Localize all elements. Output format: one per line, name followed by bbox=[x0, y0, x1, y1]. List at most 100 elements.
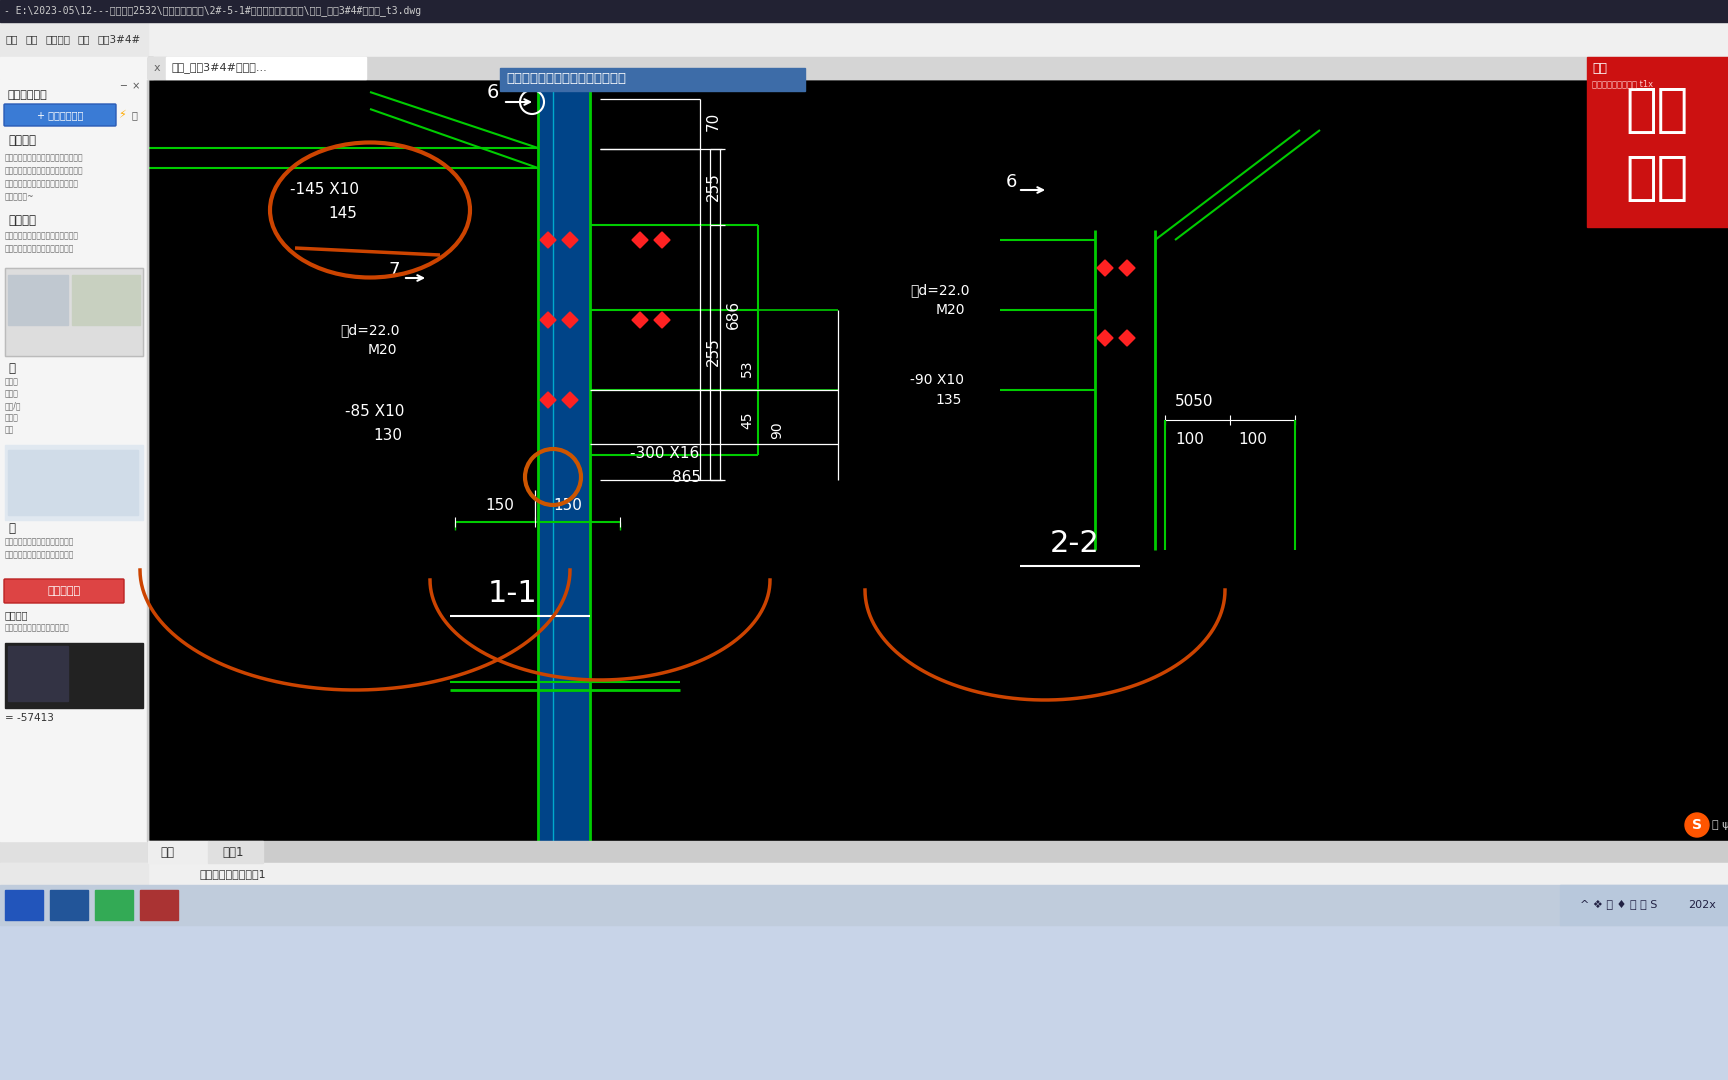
Text: 结构_精密3#4#竣工图...: 结构_精密3#4#竣工图... bbox=[173, 63, 268, 73]
Bar bbox=[9, 275, 67, 325]
Polygon shape bbox=[562, 392, 577, 408]
Bar bbox=[0, 57, 1728, 79]
Text: 快看云盘: 快看云盘 bbox=[9, 134, 36, 147]
Text: 注等各个平台，还可以分享图纸、标注: 注等各个平台，还可以分享图纸、标注 bbox=[5, 166, 83, 175]
Text: 53: 53 bbox=[740, 360, 753, 377]
Bar bbox=[149, 841, 207, 863]
Text: 孔d=22.0: 孔d=22.0 bbox=[340, 323, 399, 337]
Text: 造揽: 造揽 bbox=[1626, 84, 1688, 136]
Text: 标注管理: 标注管理 bbox=[9, 214, 36, 227]
Bar bbox=[0, 22, 149, 57]
Text: ^ ❖ 🔊 ♦ 🖥 中 S: ^ ❖ 🔊 ♦ 🖥 中 S bbox=[1579, 900, 1657, 910]
Bar bbox=[95, 890, 133, 920]
Bar bbox=[0, 885, 1728, 1080]
Text: 、台式: 、台式 bbox=[5, 390, 19, 399]
Text: 需烦恼、文件调整导致标注丢失的: 需烦恼、文件调整导致标注丢失的 bbox=[5, 244, 74, 254]
Text: 1-1: 1-1 bbox=[487, 579, 537, 607]
Text: 686: 686 bbox=[726, 299, 741, 328]
Text: 130: 130 bbox=[373, 429, 403, 444]
Text: + 新建超级项目: + 新建超级项目 bbox=[36, 110, 83, 120]
Text: S: S bbox=[1692, 818, 1702, 832]
Text: 更有超大容量的超级项目可供选择！: 更有超大容量的超级项目可供选择！ bbox=[5, 179, 79, 189]
Text: 模型: 模型 bbox=[161, 846, 175, 859]
FancyBboxPatch shape bbox=[3, 104, 116, 126]
Polygon shape bbox=[562, 232, 577, 248]
Bar bbox=[50, 890, 88, 920]
Bar bbox=[0, 863, 1728, 885]
Polygon shape bbox=[1097, 260, 1113, 276]
Text: 对文件夹来管理图纸和标注，再也无: 对文件夹来管理图纸和标注，再也无 bbox=[5, 231, 79, 241]
Text: 随地: 随地 bbox=[5, 426, 14, 434]
Bar bbox=[149, 79, 1728, 841]
Text: 图层管理: 图层管理 bbox=[45, 33, 71, 44]
Bar bbox=[166, 57, 366, 79]
Text: -300 X16: -300 X16 bbox=[631, 446, 700, 461]
Text: x: x bbox=[154, 63, 161, 73]
Bar bbox=[5, 445, 143, 519]
Text: = -57413: = -57413 bbox=[5, 713, 54, 723]
Text: -85 X10: -85 X10 bbox=[346, 405, 404, 419]
Text: 播洲: 播洲 bbox=[1591, 62, 1607, 75]
Bar bbox=[0, 885, 1728, 924]
Polygon shape bbox=[539, 312, 556, 328]
Text: 90: 90 bbox=[771, 421, 785, 438]
Text: 价洲: 价洲 bbox=[1626, 152, 1688, 204]
Text: ⚡: ⚡ bbox=[118, 110, 126, 120]
Polygon shape bbox=[539, 392, 556, 408]
Bar bbox=[537, 79, 589, 841]
Text: 云盘！在这里您不仅可以同步图纸和标: 云盘！在这里您不仅可以同步图纸和标 bbox=[5, 153, 83, 162]
Text: 标注: 标注 bbox=[78, 33, 90, 44]
Text: 🔍: 🔍 bbox=[131, 110, 138, 120]
Text: 作: 作 bbox=[9, 522, 16, 535]
Bar bbox=[140, 890, 178, 920]
Text: 布局1: 布局1 bbox=[221, 846, 244, 859]
Text: 开启状态: 开启状态 bbox=[5, 610, 28, 620]
Bar bbox=[9, 646, 67, 701]
Text: 5050: 5050 bbox=[1175, 394, 1213, 409]
Bar bbox=[499, 68, 805, 91]
Text: 屏幕装备专家未注册 t1x: 屏幕装备专家未注册 t1x bbox=[1591, 80, 1654, 89]
Text: -90 X10: -90 X10 bbox=[911, 373, 964, 387]
Text: -145 X10: -145 X10 bbox=[290, 183, 359, 198]
Polygon shape bbox=[539, 232, 556, 248]
Text: - E:\2023-05\12---天下无双2532\台湾精密钢结构\2#-5-1#厂房建筑结构竣工图\结构_精密3#4#竣工图_t3.dwg: - E:\2023-05\12---天下无双2532\台湾精密钢结构\2#-5-… bbox=[3, 5, 422, 16]
Polygon shape bbox=[1120, 260, 1135, 276]
Text: 什么功能呢~: 什么功能呢~ bbox=[5, 192, 35, 202]
Text: 865: 865 bbox=[672, 471, 702, 486]
Text: 145: 145 bbox=[328, 206, 358, 221]
Text: M20: M20 bbox=[368, 343, 397, 357]
Text: 窗口: 窗口 bbox=[24, 33, 38, 44]
Text: ─  ×: ─ × bbox=[119, 81, 140, 91]
Text: 70: 70 bbox=[707, 111, 721, 131]
Circle shape bbox=[1685, 813, 1709, 837]
Bar bbox=[1586, 57, 1728, 227]
Polygon shape bbox=[632, 312, 648, 328]
Bar bbox=[149, 57, 166, 79]
Text: 7: 7 bbox=[389, 261, 399, 279]
Text: 150: 150 bbox=[486, 499, 515, 513]
Text: 6: 6 bbox=[487, 83, 499, 103]
Bar bbox=[5, 890, 43, 920]
Bar bbox=[149, 57, 154, 79]
Text: 我参与的项目: 我参与的项目 bbox=[9, 90, 48, 100]
Text: 150: 150 bbox=[553, 499, 582, 513]
Text: 样，项目沟通协作从此变得简单方: 样，项目沟通协作从此变得简单方 bbox=[5, 551, 74, 559]
Polygon shape bbox=[632, 232, 648, 248]
Text: 135: 135 bbox=[935, 393, 961, 407]
Polygon shape bbox=[1120, 330, 1135, 346]
Text: 100: 100 bbox=[1237, 432, 1267, 447]
Text: 45: 45 bbox=[740, 411, 753, 429]
Text: 255: 255 bbox=[707, 173, 721, 202]
Text: 共享自己做好的标注，其他成员同: 共享自己做好的标注，其他成员同 bbox=[5, 538, 74, 546]
Text: 6: 6 bbox=[1006, 173, 1018, 191]
Text: 项目自动给单创建是第一个项目: 项目自动给单创建是第一个项目 bbox=[5, 623, 69, 633]
Bar bbox=[149, 841, 1728, 863]
Bar bbox=[207, 841, 263, 863]
Bar bbox=[5, 268, 143, 356]
Text: 按住鼠标左键绘制标注，右键退出: 按住鼠标左键绘制标注，右键退出 bbox=[506, 72, 626, 85]
Polygon shape bbox=[1097, 330, 1113, 346]
Bar bbox=[5, 643, 143, 708]
Text: 已删除项目: 已删除项目 bbox=[47, 586, 81, 596]
Text: 手机/平: 手机/平 bbox=[5, 402, 21, 410]
Text: 文件: 文件 bbox=[5, 33, 17, 44]
